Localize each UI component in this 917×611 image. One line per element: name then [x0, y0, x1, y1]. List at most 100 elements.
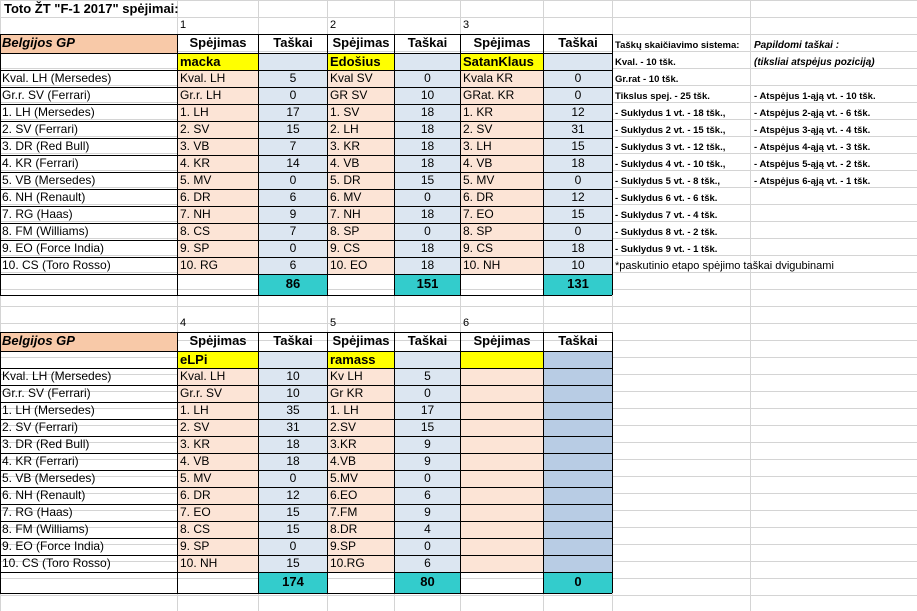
points-cell[interactable]: 9 — [395, 453, 460, 470]
prediction-cell[interactable]: 3. KR — [178, 436, 258, 453]
points-cell[interactable]: 5 — [395, 368, 460, 385]
points-cell[interactable]: 12 — [544, 189, 612, 206]
prediction-cell[interactable]: 5. MV — [178, 470, 258, 487]
points-cell[interactable] — [544, 419, 612, 436]
prediction-cell[interactable]: 5. MV — [461, 172, 543, 189]
prediction-cell[interactable] — [461, 436, 543, 453]
points-cell[interactable]: 6 — [259, 189, 327, 206]
prediction-cell[interactable]: 9. SP — [178, 240, 258, 257]
points-cell[interactable]: 10 — [395, 87, 460, 104]
points-cell[interactable]: 15 — [259, 504, 327, 521]
points-cell[interactable]: 17 — [395, 402, 460, 419]
prediction-cell[interactable]: 9. CS — [328, 240, 394, 257]
prediction-cell[interactable]: 2. SV — [461, 121, 543, 138]
points-cell[interactable]: 15 — [544, 206, 612, 223]
points-cell[interactable]: 18 — [395, 121, 460, 138]
points-cell[interactable] — [544, 368, 612, 385]
player-name[interactable]: SatanKlaus — [461, 53, 543, 70]
points-cell[interactable] — [544, 436, 612, 453]
points-cell[interactable]: 9 — [395, 436, 460, 453]
points-cell[interactable]: 6 — [395, 487, 460, 504]
points-cell[interactable] — [544, 453, 612, 470]
points-cell[interactable] — [544, 385, 612, 402]
prediction-cell[interactable]: Kvala KR — [461, 70, 543, 87]
points-cell[interactable]: 15 — [395, 172, 460, 189]
points-cell[interactable]: 0 — [395, 223, 460, 240]
prediction-cell[interactable]: 5.MV — [328, 470, 394, 487]
points-cell[interactable]: 18 — [259, 453, 327, 470]
points-cell[interactable]: 18 — [395, 240, 460, 257]
prediction-cell[interactable]: 4. VB — [178, 453, 258, 470]
points-cell[interactable]: 15 — [395, 419, 460, 436]
prediction-cell[interactable]: 10. NH — [461, 257, 543, 274]
prediction-cell[interactable]: 6. MV — [328, 189, 394, 206]
points-cell[interactable]: 18 — [544, 155, 612, 172]
prediction-cell[interactable]: 6. DR — [178, 487, 258, 504]
prediction-cell[interactable]: 2. SV — [178, 121, 258, 138]
prediction-cell[interactable]: 4. KR — [178, 155, 258, 172]
prediction-cell[interactable] — [461, 368, 543, 385]
player-name[interactable]: ramass — [328, 351, 394, 368]
prediction-cell[interactable] — [461, 419, 543, 436]
points-cell[interactable]: 15 — [259, 555, 327, 572]
points-cell[interactable]: 35 — [259, 402, 327, 419]
prediction-cell[interactable]: 10. NH — [178, 555, 258, 572]
points-cell[interactable]: 0 — [395, 470, 460, 487]
prediction-cell[interactable]: 6.EO — [328, 487, 394, 504]
points-cell[interactable]: 31 — [259, 419, 327, 436]
points-cell[interactable] — [544, 402, 612, 419]
points-cell[interactable] — [544, 504, 612, 521]
prediction-cell[interactable]: 9.SP — [328, 538, 394, 555]
prediction-cell[interactable]: 1. SV — [328, 104, 394, 121]
prediction-cell[interactable] — [461, 453, 543, 470]
points-cell[interactable]: 7 — [259, 138, 327, 155]
prediction-cell[interactable]: GR SV — [328, 87, 394, 104]
points-cell[interactable]: 18 — [395, 155, 460, 172]
prediction-cell[interactable]: 9. CS — [461, 240, 543, 257]
prediction-cell[interactable]: 3. LH — [461, 138, 543, 155]
points-cell[interactable]: 9 — [259, 206, 327, 223]
points-cell[interactable] — [544, 487, 612, 504]
points-cell[interactable]: 0 — [395, 538, 460, 555]
points-cell[interactable]: 15 — [259, 121, 327, 138]
points-cell[interactable]: 10 — [259, 385, 327, 402]
points-cell[interactable]: 12 — [544, 104, 612, 121]
prediction-cell[interactable] — [461, 487, 543, 504]
points-cell[interactable]: 15 — [544, 138, 612, 155]
prediction-cell[interactable]: 7.FM — [328, 504, 394, 521]
points-cell[interactable]: 0 — [259, 87, 327, 104]
points-cell[interactable]: 18 — [395, 206, 460, 223]
prediction-cell[interactable]: 8. CS — [178, 223, 258, 240]
prediction-cell[interactable]: 10. EO — [328, 257, 394, 274]
player-name[interactable]: macka — [178, 53, 258, 70]
prediction-cell[interactable]: 7. EO — [461, 206, 543, 223]
prediction-cell[interactable] — [461, 538, 543, 555]
prediction-cell[interactable]: 10. RG — [178, 257, 258, 274]
prediction-cell[interactable] — [461, 385, 543, 402]
points-cell[interactable]: 0 — [544, 223, 612, 240]
points-cell[interactable]: 0 — [259, 470, 327, 487]
prediction-cell[interactable]: 7. NH — [328, 206, 394, 223]
prediction-cell[interactable]: 1. LH — [178, 104, 258, 121]
prediction-cell[interactable]: 3. VB — [178, 138, 258, 155]
player-name[interactable] — [461, 351, 543, 368]
points-cell[interactable]: 18 — [395, 104, 460, 121]
prediction-cell[interactable]: 3.KR — [328, 436, 394, 453]
prediction-cell[interactable]: 10.RG — [328, 555, 394, 572]
points-cell[interactable]: 0 — [544, 70, 612, 87]
prediction-cell[interactable]: 1. LH — [178, 402, 258, 419]
points-cell[interactable]: 12 — [259, 487, 327, 504]
prediction-cell[interactable]: GRat. KR — [461, 87, 543, 104]
prediction-cell[interactable]: 5. DR — [328, 172, 394, 189]
points-cell[interactable]: 0 — [395, 385, 460, 402]
points-cell[interactable]: 0 — [395, 70, 460, 87]
prediction-cell[interactable]: Kval. LH — [178, 368, 258, 385]
points-cell[interactable]: 0 — [544, 87, 612, 104]
points-cell[interactable]: 15 — [259, 521, 327, 538]
points-cell[interactable]: 17 — [259, 104, 327, 121]
prediction-cell[interactable] — [461, 521, 543, 538]
points-cell[interactable]: 4 — [395, 521, 460, 538]
prediction-cell[interactable]: 4. VB — [461, 155, 543, 172]
points-cell[interactable]: 18 — [395, 257, 460, 274]
prediction-cell[interactable] — [461, 504, 543, 521]
